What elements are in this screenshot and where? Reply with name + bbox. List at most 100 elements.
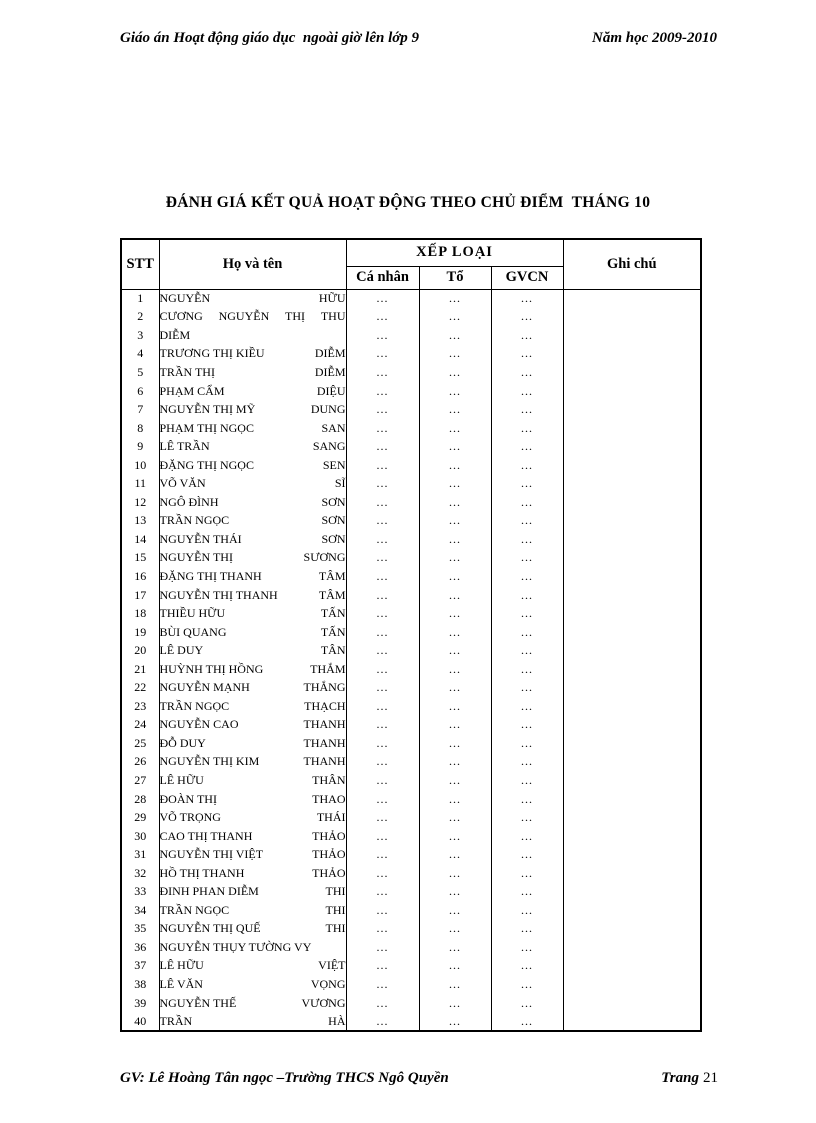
name-segment: NGUYỄN CAO xyxy=(159,717,239,732)
name-segment: TRẦN NGỌC xyxy=(159,513,230,528)
row-ca-nhan: ... xyxy=(345,659,420,679)
row-ca-nhan: ... xyxy=(345,938,420,957)
row-to: ... xyxy=(418,326,492,345)
row-ca-nhan: ... xyxy=(345,715,420,735)
row-ghi-chu xyxy=(562,604,702,623)
table-row: 18 THIỀU HỮU TẤN ... ... ... xyxy=(120,604,702,623)
row-stt: 19 xyxy=(120,622,160,642)
row-ghi-chu xyxy=(562,938,702,957)
row-ca-nhan: ... xyxy=(345,1012,420,1031)
row-to: ... xyxy=(418,734,492,753)
name-segment: THANH xyxy=(303,717,346,732)
row-name: ĐẶNG THỊ THANH TÂM xyxy=(160,569,345,584)
row-stt: 12 xyxy=(120,493,160,512)
name-segment: TẤN xyxy=(320,624,346,639)
row-gvcn: ... xyxy=(490,752,564,772)
row-gvcn: ... xyxy=(490,474,564,494)
name-segment: THI xyxy=(325,921,346,936)
name-segment: THIỀU HỮU xyxy=(159,606,226,621)
row-ca-nhan: ... xyxy=(345,418,420,438)
row-to: ... xyxy=(418,659,492,679)
name-segment: NGUYỄN THỊ xyxy=(159,550,233,565)
row-gvcn: ... xyxy=(490,585,564,605)
row-ghi-chu xyxy=(562,734,702,753)
table-body: 1 NGUYỄN HỮU ... ... ... 2 CƯƠNG NGUYỄN THỊ… xyxy=(120,289,702,1031)
row-name: CƯƠNG NGUYỄN THỊ THU xyxy=(159,309,345,324)
name-segment: NGUYỄN THỊ QUẾ xyxy=(159,921,261,936)
row-to: ... xyxy=(418,697,492,716)
row-stt: 1 xyxy=(120,289,160,308)
name-segment: LÊ VĂN xyxy=(159,977,203,991)
table-row: 7 NGUYỄN THỊ MỸ DUNG ... ... ... xyxy=(120,400,702,419)
row-gvcn: ... xyxy=(490,715,564,735)
row-name: PHẠM THỊ NGỌC SAN xyxy=(160,421,345,436)
row-stt: 23 xyxy=(120,697,160,716)
page-header: Giáo án Hoạt động giáo dục ngoài giờ lên… xyxy=(120,30,717,47)
column-header-stt: STT xyxy=(120,238,160,290)
row-name: DIỄM xyxy=(160,328,345,343)
row-ghi-chu xyxy=(562,493,702,512)
row-ghi-chu xyxy=(562,363,702,382)
row-name: NGUYỄN THỊ VIỆT THẢO xyxy=(160,847,345,862)
name-segment: ĐỖ DUY xyxy=(159,735,206,750)
row-name: ĐOÀN THỊ THAO xyxy=(160,791,346,807)
row-to: ... xyxy=(418,567,492,586)
row-name: NGUYỄN MẠNH THẮNG xyxy=(159,680,345,695)
row-ca-nhan: ... xyxy=(345,585,420,605)
row-name: TRẦN HÀ xyxy=(160,1014,345,1029)
row-name: CAO THỊ THANH THẢO xyxy=(160,828,346,844)
row-gvcn: ... xyxy=(490,604,564,623)
row-ca-nhan: ... xyxy=(345,474,420,494)
row-name: TRẦN THỊ DIỄM xyxy=(160,365,345,380)
row-to: ... xyxy=(418,604,492,623)
name-segment: LÊ HỮU xyxy=(159,772,204,787)
row-ghi-chu xyxy=(562,530,702,549)
row-gvcn: ... xyxy=(490,678,564,698)
name-segment: CƯƠNG xyxy=(159,309,203,324)
name-segment: THẢO xyxy=(312,828,346,843)
row-stt: 2 xyxy=(120,307,160,327)
name-segment: HỮU xyxy=(318,291,346,306)
row-name: NGUYỄN HỮU xyxy=(159,291,346,306)
row-ca-nhan: ... xyxy=(345,530,420,549)
row-to: ... xyxy=(418,771,492,790)
row-gvcn: ... xyxy=(490,882,564,902)
name-segment: DIỆU xyxy=(316,383,346,398)
row-gvcn: ... xyxy=(490,938,564,957)
column-header-name: Họ và tên xyxy=(158,238,347,290)
name-segment: ĐẶNG THỊ NGỌC xyxy=(159,457,254,472)
row-to: ... xyxy=(418,493,492,512)
row-stt: 22 xyxy=(120,678,160,698)
name-segment: THẠCH xyxy=(304,698,346,713)
table-row: 17 NGUYỄN THỊ THANH TÂM ... ... ... xyxy=(120,585,702,605)
row-ghi-chu xyxy=(562,956,702,976)
row-ghi-chu xyxy=(562,826,702,846)
name-segment: HỒ THỊ THANH xyxy=(159,865,245,880)
row-stt: 14 xyxy=(120,530,160,549)
row-ca-nhan: ... xyxy=(345,771,420,790)
name-segment: VỌNG xyxy=(310,977,346,991)
row-gvcn: ... xyxy=(490,381,564,401)
row-name: NGUYỄN THỊ QUẾ THI xyxy=(159,921,346,936)
name-segment: SƠN xyxy=(321,513,346,528)
row-name: ĐỖ DUY THANH xyxy=(159,735,345,751)
row-to: ... xyxy=(418,363,492,382)
row-ca-nhan: ... xyxy=(345,882,420,902)
row-ghi-chu xyxy=(562,585,702,605)
row-to: ... xyxy=(418,715,492,735)
row-gvcn: ... xyxy=(490,789,564,809)
name-segment: TRƯƠNG THỊ KIỀU xyxy=(159,346,265,361)
name-segment: NGUYỄN MẠNH xyxy=(159,680,250,695)
name-segment: THAO xyxy=(312,791,346,806)
table-row: 29 VÕ TRỌNG THÁI ... ... ... xyxy=(120,808,702,827)
name-segment: NGUYỄN xyxy=(159,291,211,306)
header-left-text: Giáo án Hoạt động giáo dục ngoài giờ lên… xyxy=(120,30,420,46)
row-gvcn: ... xyxy=(490,326,564,345)
row-gvcn: ... xyxy=(490,993,564,1013)
row-ca-nhan: ... xyxy=(345,363,420,382)
name-segment: THẢO xyxy=(312,865,346,880)
name-segment: HUỲNH THỊ HỒNG xyxy=(159,661,264,676)
table-row: 36 NGUYỄN THỤY TƯỜNG VY ... ... ... xyxy=(120,938,702,957)
row-ca-nhan: ... xyxy=(345,697,420,716)
table-row: 19 BÙI QUANG TẤN ... ... ... xyxy=(120,622,702,642)
